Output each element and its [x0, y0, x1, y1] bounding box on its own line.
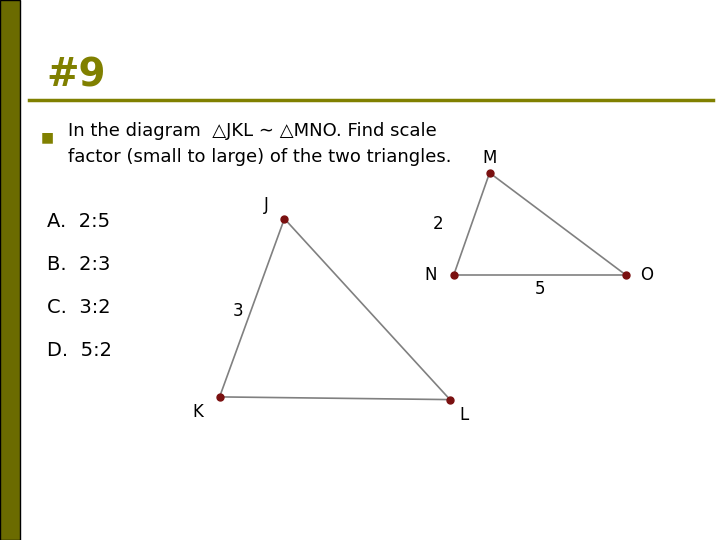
Text: L: L [460, 406, 469, 424]
Text: factor (small to large) of the two triangles.: factor (small to large) of the two trian… [68, 147, 452, 166]
Text: B.  2:3: B. 2:3 [47, 255, 110, 274]
Text: K: K [192, 403, 204, 421]
Text: 2: 2 [433, 215, 443, 233]
Text: C.  3:2: C. 3:2 [47, 298, 110, 318]
Text: J: J [264, 196, 269, 214]
Text: In the diagram  △JKL ∼ △MNO. Find scale: In the diagram △JKL ∼ △MNO. Find scale [68, 122, 437, 140]
Text: 5: 5 [535, 280, 545, 298]
Text: A.  2:5: A. 2:5 [47, 212, 110, 231]
Text: N: N [424, 266, 437, 285]
Text: ■: ■ [41, 131, 54, 145]
Text: O: O [640, 266, 653, 285]
Text: 3: 3 [233, 301, 243, 320]
Text: #9: #9 [47, 57, 107, 94]
Text: D.  5:2: D. 5:2 [47, 341, 112, 361]
Text: M: M [482, 148, 497, 167]
FancyBboxPatch shape [0, 0, 20, 540]
